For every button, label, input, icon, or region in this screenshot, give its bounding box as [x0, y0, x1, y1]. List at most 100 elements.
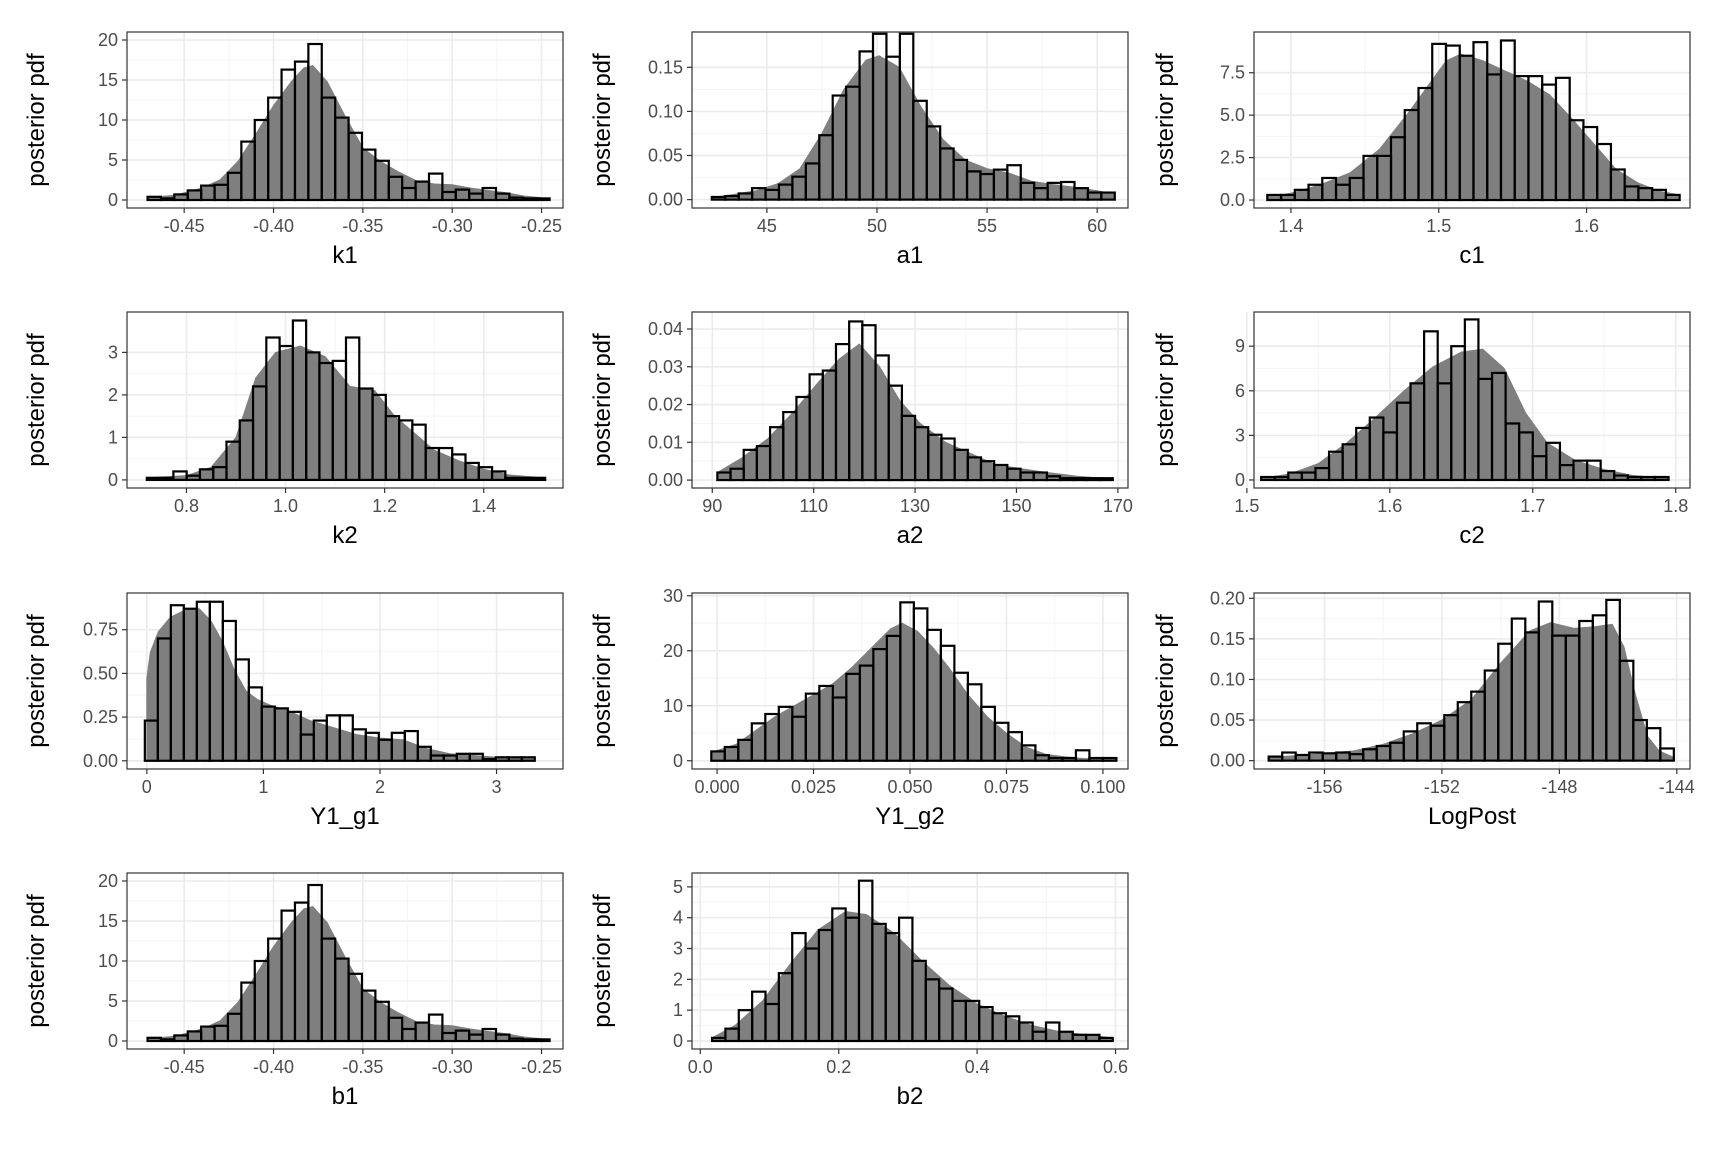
- y-tick-label: 0.05: [1210, 710, 1245, 730]
- y-axis-title: posterior pdf: [1152, 614, 1179, 748]
- y-tick-label: 4: [673, 908, 683, 928]
- y-axis-title: posterior pdf: [1152, 333, 1179, 467]
- panel-border: [691, 311, 1129, 489]
- x-tick-label: 0.050: [887, 777, 932, 797]
- x-tick-label: -148: [1541, 777, 1577, 797]
- x-tick-label: -0.25: [521, 216, 562, 236]
- y-tick-label: 20: [98, 871, 118, 891]
- histogram-bar: [1618, 659, 1635, 762]
- x-tick-label: 90: [702, 496, 722, 516]
- x-tick-label: 60: [1087, 216, 1107, 236]
- y-tick-label: 0.00: [83, 751, 118, 771]
- y-tick-label: 0: [108, 190, 118, 210]
- x-tick-label: 1.4: [1278, 216, 1303, 236]
- histogram-bar: [427, 172, 444, 202]
- y-tick-label: 20: [98, 30, 118, 50]
- y-tick-label: 0.10: [648, 101, 683, 121]
- x-tick-label: -0.25: [521, 1057, 562, 1077]
- panel-y1-g2: 0.000 0.025 0.050 0.075 0.100 0 10 20 30 Y1_g2 pos…: [589, 586, 1129, 830]
- y-tick-label: 0: [108, 470, 118, 490]
- y-tick-label: 5: [673, 877, 683, 897]
- x-axis-title: c1: [1459, 242, 1484, 269]
- y-tick-label: 0: [1235, 470, 1245, 490]
- x-tick-label: 130: [900, 496, 930, 516]
- x-tick-label: 1.5: [1234, 496, 1259, 516]
- y-tick-label: 0.02: [648, 395, 683, 415]
- histogram-bar: [504, 476, 520, 482]
- y-tick-label: 0: [108, 1031, 118, 1051]
- x-tick-label: 45: [757, 216, 777, 236]
- y-tick-label: 3: [1235, 425, 1245, 445]
- x-tick-label: 1.7: [1520, 496, 1545, 516]
- x-tick-label: 2: [375, 777, 385, 797]
- histogram-bar: [145, 476, 162, 482]
- histogram-bar: [1072, 477, 1088, 482]
- panel-c2: 1.5 1.6 1.7 1.8 0 3 6 9 c2 posterior pdf: [1152, 311, 1691, 549]
- histogram-bar: [530, 476, 547, 482]
- x-tick-label: 0.2: [826, 1057, 851, 1077]
- x-tick-label: 110: [799, 496, 828, 516]
- y-tick-label: 15: [98, 911, 118, 931]
- panel-border: [1253, 311, 1691, 489]
- y-tick-label: 0.10: [1210, 669, 1245, 689]
- y-tick-label: 10: [98, 951, 118, 971]
- x-axis-title: LogPost: [1428, 803, 1516, 830]
- y-axis-title: posterior pdf: [23, 333, 50, 467]
- y-tick-label: 6: [1235, 381, 1245, 401]
- x-tick-label: 1.6: [1377, 496, 1402, 516]
- y-tick-label: 2.5: [1220, 148, 1245, 168]
- x-axis-title: Y1_g2: [875, 803, 944, 830]
- panel-border: [691, 31, 1129, 209]
- panel-c1: 1.4 1.5 1.6 0.0 2.5 5.0 7.5 c1 posterior pdf: [1152, 31, 1691, 269]
- histogram-bar: [158, 476, 175, 482]
- x-tick-label: -156: [1306, 777, 1342, 797]
- histogram-bar: [535, 197, 551, 202]
- histogram-bar: [468, 752, 484, 762]
- x-tick-label: 0.000: [695, 777, 740, 797]
- x-tick-label: -0.35: [342, 216, 383, 236]
- x-tick-label: -0.40: [253, 216, 294, 236]
- y-tick-label: 2: [673, 969, 683, 989]
- histogram-bar: [1074, 749, 1091, 762]
- y-tick-label: 5.0: [1220, 105, 1245, 125]
- x-axis-title: c2: [1459, 522, 1484, 549]
- histogram-bar: [1645, 727, 1662, 762]
- x-tick-label: 3: [492, 777, 502, 797]
- y-tick-label: 2: [108, 385, 118, 405]
- y-tick-label: 20: [663, 641, 683, 661]
- x-tick-label: 1.4: [471, 496, 496, 516]
- y-tick-label: 0.01: [648, 432, 683, 452]
- x-tick-label: -0.45: [164, 216, 205, 236]
- panel-border: [1253, 31, 1691, 209]
- x-tick-label: -144: [1659, 777, 1695, 797]
- y-tick-label: 0.0: [1220, 190, 1245, 210]
- histogram-bar: [1653, 475, 1670, 482]
- x-tick-label: 1.0: [273, 496, 298, 516]
- y-tick-label: 10: [98, 110, 118, 130]
- histogram-bar: [1664, 193, 1681, 202]
- y-tick-label: 0.00: [1210, 751, 1245, 771]
- y-tick-label: 0.03: [648, 357, 683, 377]
- histogram-bar: [535, 1038, 551, 1043]
- panel-border: [126, 311, 564, 489]
- x-tick-label: 1.6: [1574, 216, 1599, 236]
- x-tick-label: -0.30: [432, 216, 473, 236]
- y-axis-title: posterior pdf: [23, 614, 50, 748]
- y-tick-label: 5: [108, 150, 118, 170]
- y-tick-label: 0.00: [648, 190, 683, 210]
- panel-b1: -0.45 -0.40 -0.35 -0.30 -0.25 0 5 10 15 20 b1 poste…: [23, 871, 564, 1110]
- x-tick-label: -0.45: [164, 1057, 205, 1077]
- y-tick-label: 0: [673, 751, 683, 771]
- y-tick-label: 0.20: [1210, 588, 1245, 608]
- histogram-bar: [481, 757, 497, 762]
- x-tick-label: 150: [1001, 496, 1031, 516]
- histogram-bar: [1659, 747, 1675, 762]
- x-axis-title: k1: [332, 242, 357, 269]
- x-tick-label: 50: [867, 216, 887, 236]
- histogram-bar: [490, 470, 507, 482]
- y-axis-title: posterior pdf: [589, 614, 616, 748]
- x-axis-title: Y1_g1: [310, 803, 379, 830]
- panel-y1-g1: 0 1 2 3 0.00 0.25 0.50 0.75 Y1_g1 posterior pdf: [23, 592, 564, 830]
- y-tick-label: 0.75: [83, 620, 118, 640]
- y-axis-title: posterior pdf: [589, 894, 616, 1028]
